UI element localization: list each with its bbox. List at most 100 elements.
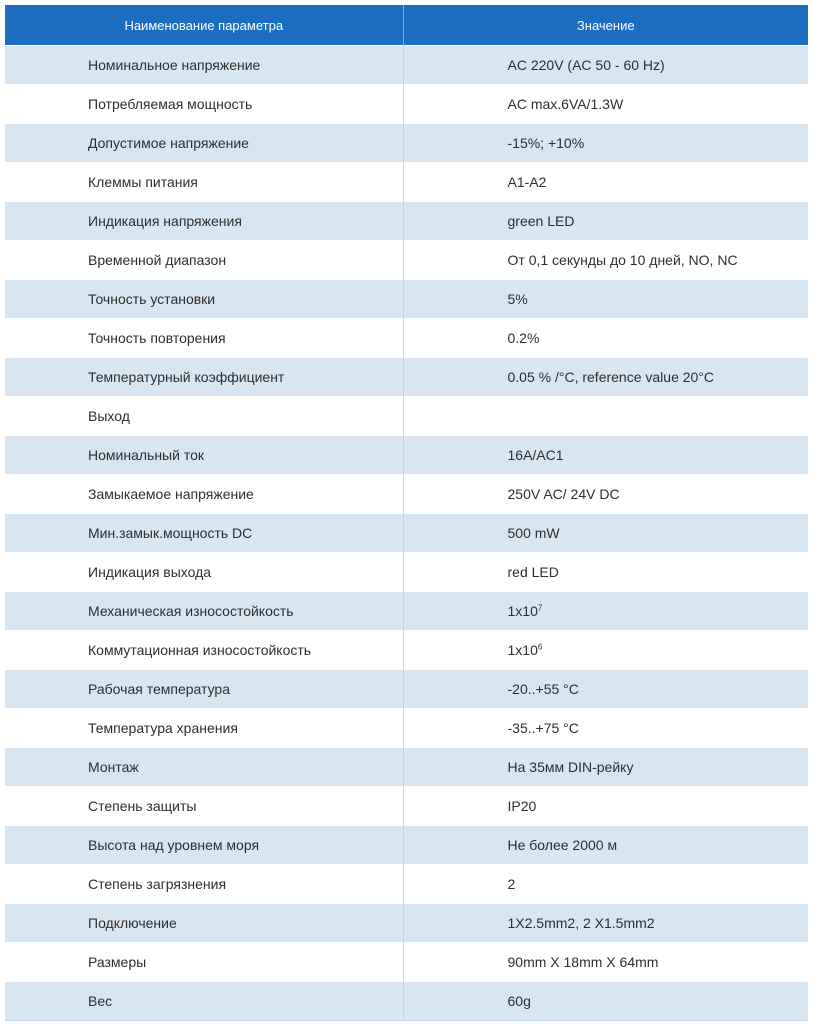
value-text: -35..+75 °C <box>507 720 579 736</box>
param-cell: Мин.замык.мощность DC <box>5 513 404 553</box>
value-text: -20..+55 °C <box>507 681 579 697</box>
header-param: Наименование параметра <box>5 5 404 46</box>
value-text: Не более 2000 м <box>507 837 618 853</box>
table-row: Высота над уровнем моря Не более 2000 м <box>5 825 808 865</box>
value-cell <box>403 396 808 436</box>
table-row: Временной диапазон От 0,1 секунды до 10 д… <box>5 240 808 280</box>
value-cell: 90mm X 18mm X 64mm <box>403 942 808 982</box>
value-cell: 1x107 <box>403 591 808 631</box>
param-cell: Допустимое напряжение <box>5 123 404 163</box>
value-text: 1X2.5mm2, 2 X1.5mm2 <box>507 915 655 931</box>
table-row: Степень загрязнения 2 <box>5 864 808 904</box>
value-exponent: 7 <box>537 603 543 613</box>
value-text: 250V AC/ 24V DC <box>507 486 620 502</box>
header-value: Значение <box>403 5 808 46</box>
value-cell: red LED <box>403 552 808 592</box>
table-row: Рабочая температура -20..+55 °C <box>5 669 808 709</box>
value-cell: 16A/AC1 <box>403 435 808 475</box>
param-cell: Клеммы питания <box>5 162 404 202</box>
value-text: green LED <box>507 213 575 229</box>
table-row: Индикация напряжения green LED <box>5 201 808 241</box>
value-cell: -20..+55 °C <box>403 669 808 709</box>
value-text: A1-A2 <box>507 174 547 190</box>
param-cell: Точность установки <box>5 279 404 319</box>
value-cell: От 0,1 секунды до 10 дней, NO, NC <box>403 240 808 280</box>
value-text: IP20 <box>507 798 537 814</box>
table-row: Выход <box>5 396 808 436</box>
param-cell: Индикация напряжения <box>5 201 404 241</box>
value-cell: green LED <box>403 201 808 241</box>
param-cell: Степень загрязнения <box>5 864 404 904</box>
value-text: 5% <box>507 291 528 307</box>
value-text: 1x10 <box>507 642 538 658</box>
table-body: Номинальное напряжение AC 220V (AC 50 - 6… <box>5 45 808 1021</box>
param-cell: Температура хранения <box>5 708 404 748</box>
value-cell: -35..+75 °C <box>403 708 808 748</box>
value-text: 2 <box>507 876 516 892</box>
value-text: От 0,1 секунды до 10 дней, NO, NC <box>507 252 738 268</box>
param-cell: Температурный коэффициент <box>5 357 404 397</box>
table-row: Индикация выхода red LED <box>5 552 808 592</box>
param-cell: Потребляемая мощность <box>5 84 404 124</box>
value-cell: AC max.6VA/1.3W <box>403 84 808 124</box>
header-row: Наименование параметра Значение <box>5 5 808 46</box>
value-cell: A1-A2 <box>403 162 808 202</box>
table-row: Точность установки 5% <box>5 279 808 319</box>
value-cell: Не более 2000 м <box>403 825 808 865</box>
value-cell: IP20 <box>403 786 808 826</box>
param-cell: Точность повторения <box>5 318 404 358</box>
table-row: Клеммы питания A1-A2 <box>5 162 808 202</box>
value-text: 16A/AC1 <box>507 447 564 463</box>
param-cell: Замыкаемое напряжение <box>5 474 404 514</box>
param-cell: Степень защиты <box>5 786 404 826</box>
table-row: Температурный коэффициент 0.05 % /°C, ref… <box>5 357 808 397</box>
value-cell: 0.05 % /°C, reference value 20°C <box>403 357 808 397</box>
param-cell: Размеры <box>5 942 404 982</box>
table-row: Потребляемая мощность AC max.6VA/1.3W <box>5 84 808 124</box>
table-row: Монтаж На 35мм DIN-рейку <box>5 747 808 787</box>
value-text: red LED <box>507 564 559 580</box>
param-cell: Подключение <box>5 903 404 943</box>
value-cell: 5% <box>403 279 808 319</box>
table-row: Температура хранения -35..+75 °C <box>5 708 808 748</box>
table-row: Замыкаемое напряжение 250V AC/ 24V DC <box>5 474 808 514</box>
param-cell: Номинальное напряжение <box>5 45 404 85</box>
table-row: Точность повторения 0.2% <box>5 318 808 358</box>
value-cell: На 35мм DIN-рейку <box>403 747 808 787</box>
param-cell: Механическая износостойкость <box>5 591 404 631</box>
table-row: Механическая износостойкость 1x107 <box>5 591 808 631</box>
value-text: 500 mW <box>507 525 560 541</box>
table-row: Коммутационная износостойкость 1x106 <box>5 630 808 670</box>
value-text: 0.2% <box>507 330 540 346</box>
value-cell: 1x106 <box>403 630 808 670</box>
param-cell: Вес <box>5 981 404 1021</box>
param-cell: Временной диапазон <box>5 240 404 280</box>
spec-table: Наименование параметра Значение Номиналь… <box>5 5 808 1021</box>
table-row: Номинальный ток 16A/AC1 <box>5 435 808 475</box>
value-cell: 2 <box>403 864 808 904</box>
value-text: На 35мм DIN-рейку <box>507 759 634 775</box>
value-text: AC max.6VA/1.3W <box>507 96 624 112</box>
table-row: Вес 60g <box>5 981 808 1021</box>
value-cell: 0.2% <box>403 318 808 358</box>
value-cell: 1X2.5mm2, 2 X1.5mm2 <box>403 903 808 943</box>
value-cell: 500 mW <box>403 513 808 553</box>
value-text: -15%; +10% <box>507 135 585 151</box>
table-row: Допустимое напряжение -15%; +10% <box>5 123 808 163</box>
table-row: Степень защиты IP20 <box>5 786 808 826</box>
value-cell: 250V AC/ 24V DC <box>403 474 808 514</box>
value-exponent: 6 <box>537 642 543 652</box>
param-cell: Высота над уровнем моря <box>5 825 404 865</box>
table-row: Подключение 1X2.5mm2, 2 X1.5mm2 <box>5 903 808 943</box>
table-row: Размеры 90mm X 18mm X 64mm <box>5 942 808 982</box>
param-cell: Рабочая температура <box>5 669 404 709</box>
value-text: 90mm X 18mm X 64mm <box>507 954 659 970</box>
table-row: Номинальное напряжение AC 220V (AC 50 - 6… <box>5 45 808 85</box>
value-cell: AC 220V (AC 50 - 60 Hz) <box>403 45 808 85</box>
value-text: AC 220V (AC 50 - 60 Hz) <box>507 57 665 73</box>
value-cell: -15%; +10% <box>403 123 808 163</box>
table-header: Наименование параметра Значение <box>5 5 808 46</box>
value-text: 0.05 % /°C, reference value 20°C <box>507 369 715 385</box>
param-cell: Монтаж <box>5 747 404 787</box>
param-cell: Номинальный ток <box>5 435 404 475</box>
